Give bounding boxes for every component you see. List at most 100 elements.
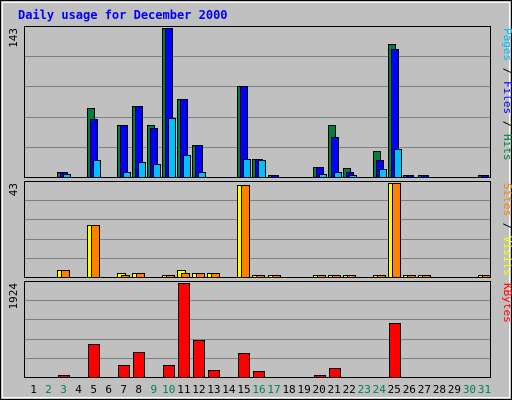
kbytes-bar-day-7 <box>118 365 130 378</box>
kbytes-panel: 1924 KBytes <box>7 281 512 378</box>
x-tick-label-day-29: 29 <box>448 383 461 396</box>
pages-bar-day-3 <box>63 174 71 178</box>
sites-bar-day-26 <box>407 275 416 278</box>
sites-bar-day-24 <box>377 275 386 278</box>
x-tick-label-day-14: 14 <box>222 383 236 396</box>
sites-bar-day-7 <box>121 275 130 278</box>
pages-bar-day-10 <box>168 118 176 178</box>
chart-title: Daily usage for December 2000 <box>18 8 228 22</box>
x-tick-label-day-19: 19 <box>297 383 310 396</box>
sites-bar-day-15 <box>241 185 250 278</box>
x-tick-label-day-23: 23 <box>358 383 371 396</box>
kbytes-bar-day-8 <box>133 352 145 378</box>
x-tick-label-day-31: 31 <box>478 383 491 396</box>
sites-bar-day-5 <box>91 225 100 278</box>
axis-label-part: KBytes <box>501 283 512 323</box>
axis-label-part: Hits <box>501 134 512 161</box>
sites-bar-day-22 <box>347 275 356 278</box>
pages-bar-day-25 <box>394 149 402 178</box>
x-tick-label-day-5: 5 <box>90 383 97 396</box>
visits-panel-ymax-label: 43 <box>7 183 20 196</box>
axis-label-part: Sites <box>501 183 512 216</box>
sites-bar-day-27 <box>422 275 431 278</box>
axis-label-part: Files <box>501 81 512 114</box>
kbytes-bar-day-20 <box>314 375 326 378</box>
hits-panel-plot-area <box>24 26 491 178</box>
x-tick-label-day-13: 13 <box>207 383 220 396</box>
files-bar-day-31 <box>481 175 489 178</box>
files-bar-day-17 <box>271 175 279 178</box>
x-tick-label-day-26: 26 <box>403 383 416 396</box>
visits-panel-axis-label: Sites / Visits <box>501 183 512 276</box>
kbytes-bar-day-15 <box>238 353 250 378</box>
files-bar-day-27 <box>421 175 429 178</box>
x-tick-label-day-15: 15 <box>237 383 250 396</box>
axis-label-part: / <box>501 216 512 236</box>
kbytes-bar-day-10 <box>163 365 175 378</box>
x-tick-label-day-8: 8 <box>135 383 142 396</box>
sites-bar-day-8 <box>136 273 145 278</box>
kbytes-bar-day-3 <box>58 375 70 378</box>
x-tick-label-day-12: 12 <box>192 383 205 396</box>
pages-bar-day-8 <box>138 162 146 178</box>
kbytes-bar-day-5 <box>88 344 100 378</box>
sites-bar-day-25 <box>392 183 401 278</box>
pages-bar-day-16 <box>258 160 266 178</box>
x-tick-label-day-6: 6 <box>105 383 112 396</box>
pages-bar-day-9 <box>153 164 161 178</box>
sites-bar-day-10 <box>166 275 175 278</box>
files-bar-day-21 <box>331 137 339 178</box>
x-tick-label-day-4: 4 <box>75 383 82 396</box>
hits-panel-axis-label: Pages / Files / Hits <box>501 28 512 161</box>
sites-bar-day-13 <box>211 273 220 278</box>
pages-bar-day-5 <box>93 160 101 178</box>
pages-bar-day-21 <box>334 172 342 178</box>
kbytes-bar-day-21 <box>329 368 341 378</box>
sites-bar-day-12 <box>196 273 205 278</box>
pages-bar-day-12 <box>198 172 206 178</box>
kbytes-bar-day-25 <box>389 323 401 378</box>
sites-bar-day-31 <box>482 275 491 278</box>
pages-bar-day-24 <box>379 169 387 178</box>
axis-label-part: / <box>501 61 512 81</box>
visits-panel: 43 Sites / Visits <box>7 181 512 278</box>
x-tick-label-day-7: 7 <box>120 383 127 396</box>
kbytes-panel-axis-label: KBytes <box>501 283 512 323</box>
kbytes-panel-ymax-label: 1924 <box>7 283 20 310</box>
kbytes-bar-day-13 <box>208 370 220 378</box>
x-tick-label-day-20: 20 <box>313 383 326 396</box>
x-tick-label-day-25: 25 <box>388 383 401 396</box>
hits-panel: 143 Pages / Files / Hits <box>7 26 512 178</box>
kbytes-panel-plot-area <box>24 281 491 378</box>
sites-bar-day-16 <box>256 275 265 278</box>
x-tick-label-day-28: 28 <box>433 383 446 396</box>
x-tick-label-day-3: 3 <box>60 383 67 396</box>
hits-panel-ymax-label: 143 <box>7 28 20 48</box>
pages-bar-day-15 <box>243 159 251 178</box>
files-bar-day-7 <box>120 125 128 178</box>
pages-bar-day-7 <box>123 172 131 178</box>
axis-label-part: Visits <box>501 236 512 276</box>
x-tick-label-day-22: 22 <box>343 383 356 396</box>
axis-label-part: / <box>501 114 512 134</box>
sites-bar-day-21 <box>332 275 341 278</box>
sites-bar-day-3 <box>61 270 70 278</box>
pages-bar-day-11 <box>183 155 191 178</box>
kbytes-bar-day-16 <box>253 371 265 378</box>
x-tick-label-day-11: 11 <box>177 383 190 396</box>
sites-bar-day-17 <box>272 275 281 278</box>
x-tick-label-day-27: 27 <box>418 383 431 396</box>
kbytes-bar-day-12 <box>193 340 205 378</box>
visits-panel-plot-area <box>24 181 491 278</box>
x-tick-label-day-18: 18 <box>282 383 295 396</box>
x-tick-label-day-21: 21 <box>328 383 341 396</box>
x-tick-label-day-16: 16 <box>252 383 265 396</box>
files-bar-day-26 <box>406 175 414 178</box>
pages-bar-day-20 <box>319 174 327 178</box>
x-tick-label-day-10: 10 <box>162 383 175 396</box>
x-tick-label-day-1: 1 <box>30 383 37 396</box>
x-tick-label-day-2: 2 <box>45 383 52 396</box>
pages-bar-day-22 <box>349 175 357 178</box>
x-tick-label-day-24: 24 <box>373 383 387 396</box>
